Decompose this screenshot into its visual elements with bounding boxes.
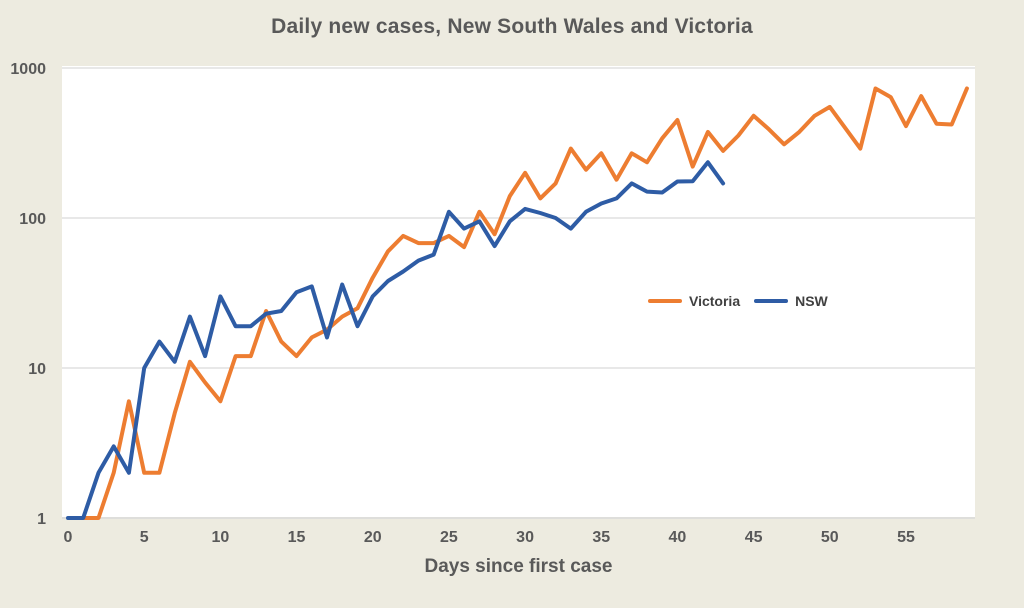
legend-item-nsw: NSW	[754, 293, 828, 309]
legend-label-victoria: Victoria	[689, 293, 741, 309]
y-tick-label-10: 10	[28, 361, 46, 378]
legend-label-nsw: NSW	[795, 293, 828, 309]
x-tick-label-0: 0	[64, 529, 73, 546]
victoria-line-swatch-icon	[648, 299, 682, 303]
x-tick-label-35: 35	[592, 529, 610, 546]
x-tick-label-30: 30	[516, 529, 534, 546]
x-axis-title: Days since first case	[424, 556, 613, 577]
x-tick-label-45: 45	[745, 529, 763, 546]
series-line-victoria	[81, 86, 969, 520]
x-tick-label-20: 20	[364, 529, 382, 546]
x-tick-label-5: 5	[140, 529, 149, 546]
x-tick-label-40: 40	[669, 529, 687, 546]
chart-legend: Victoria NSW	[648, 293, 828, 309]
x-tick-label-15: 15	[288, 529, 306, 546]
y-tick-label-1: 1	[37, 511, 46, 528]
nsw-line-swatch-icon	[754, 299, 789, 303]
x-tick-label-10: 10	[211, 529, 229, 546]
x-tick-label-50: 50	[821, 529, 839, 546]
chart-title: Daily new cases, New South Wales and Vic…	[271, 15, 753, 38]
plot-background	[62, 66, 975, 517]
y-tick-label-1000: 1000	[10, 61, 46, 78]
series-line-nsw	[66, 160, 726, 520]
legend-item-victoria: Victoria	[648, 293, 740, 309]
x-tick-label-25: 25	[440, 529, 458, 546]
y-tick-label-100: 100	[19, 211, 46, 228]
x-tick-label-55: 55	[897, 529, 915, 546]
